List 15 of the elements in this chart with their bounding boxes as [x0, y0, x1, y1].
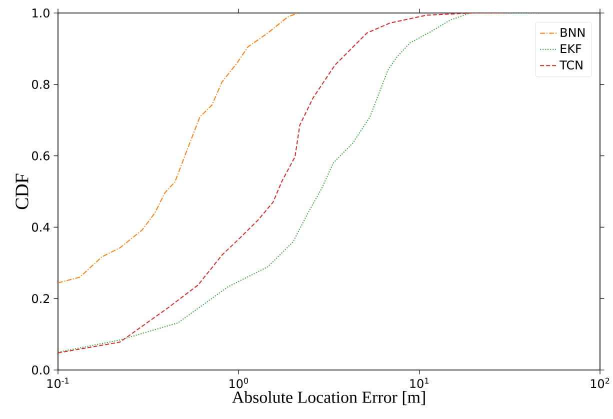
- legend-label: EKF: [560, 44, 582, 53]
- legend-label: TCN: [560, 60, 582, 70]
- y-axis-title: CDF: [16, 174, 28, 210]
- y-tick-label: 0.4: [32, 222, 50, 232]
- x-tick-label: 10$^{1}$: [410, 378, 428, 388]
- y-tick-label: 0.6: [32, 151, 50, 160]
- y-tick-label: 0.0: [32, 365, 50, 375]
- x-tick-label: 10$^{2}$: [590, 378, 610, 388]
- x-tick-label: 10$^{0}$: [230, 378, 248, 388]
- y-tick-label: 0.2: [32, 294, 50, 304]
- x-axis-title: Absolute Location Error [m]: [232, 391, 425, 406]
- y-tick-label: 1.0: [32, 8, 50, 18]
- x-tick-label: 10$^{-1}$: [47, 378, 69, 388]
- y-tick-label: 0.8: [32, 80, 50, 89]
- legend-label: BNN: [560, 28, 585, 37]
